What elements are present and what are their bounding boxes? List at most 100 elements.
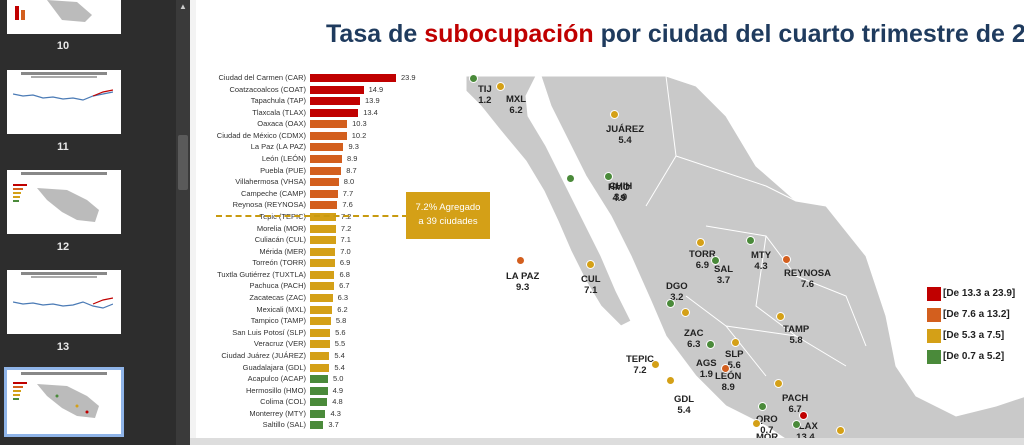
bar-category-label: Oaxaca (OAX): [257, 119, 306, 129]
city-label-zac: ZAC 6.3: [684, 328, 704, 350]
city-marker-dot: [604, 172, 613, 181]
city-marker-dot: [721, 364, 730, 373]
city-value: 6.7: [788, 404, 802, 415]
bar: [310, 409, 326, 418]
city-marker-dot: [731, 338, 740, 347]
city-value: 9.3: [516, 282, 530, 293]
aggregate-callout: 7.2% Agregado a 39 ciudades: [406, 192, 490, 239]
legend-swatch: [927, 287, 941, 301]
city-marker-dot: [836, 426, 845, 435]
aggregate-dashed-line: [216, 215, 408, 217]
city-code: TORR: [689, 249, 716, 260]
bar-category-label: Tlaxcala (TLAX): [252, 107, 306, 117]
slide-thumbnail-13[interactable]: [7, 270, 121, 334]
horizontal-scrollbar[interactable]: [190, 438, 1024, 445]
bar-category-label: Hermosillo (HMO): [246, 385, 306, 395]
bar: [310, 398, 328, 407]
aggregate-label-line2: a 39 ciudades: [418, 216, 478, 227]
bar-value-label: 6.2: [337, 304, 348, 314]
slide-canvas: Tasa de subocupación por ciudad del cuar…: [190, 0, 1024, 445]
legend-swatch: [927, 308, 941, 322]
scrollbar-thumb[interactable]: [178, 135, 188, 190]
bar: [310, 201, 338, 210]
bar-value-label: 5.8: [335, 316, 347, 326]
city-label-qro: QRO 0.7: [756, 414, 778, 436]
bar: [310, 351, 330, 360]
bar-value-label: 4.3: [330, 408, 341, 418]
bar: [310, 305, 333, 314]
city-label-mor: MOR7.2: [756, 432, 778, 440]
city-value: 7.2: [633, 365, 647, 376]
bar: [310, 363, 330, 372]
bar: [310, 375, 328, 384]
city-marker-dot: [666, 299, 675, 308]
city-marker-dot: [706, 340, 715, 349]
slide-thumbnail-10[interactable]: [7, 0, 121, 34]
title-part-1: Tasa de: [326, 20, 425, 48]
bar: [310, 143, 344, 152]
slide-number-13: 13: [56, 341, 70, 353]
thumbnail-map-graphic: [13, 184, 99, 222]
city-label-tlax: TLAX 13.4: [793, 421, 818, 440]
city-label-jurez: JUÁREZ 5.4: [606, 124, 644, 146]
thumbnail-line-chart: [13, 89, 113, 101]
slide-thumbnail-panel: 10 11 12 13: [0, 0, 176, 445]
legend-swatch: [927, 350, 941, 364]
scroll-up-arrow-icon[interactable]: ▲: [179, 2, 187, 11]
slide-thumbnail-12[interactable]: [7, 170, 121, 234]
bar: [310, 421, 324, 430]
city-code: PACH: [782, 393, 809, 404]
bar: [310, 236, 336, 245]
bar: [310, 259, 335, 268]
bar-category-label: León (LEÓN): [261, 154, 306, 164]
bar: [310, 386, 328, 395]
bar-category-label: Tampico (TAMP): [250, 316, 306, 326]
bar-value-label: 5.4: [334, 362, 345, 372]
thumbnail-title: [21, 372, 107, 375]
slide-thumbnail-11[interactable]: [7, 70, 121, 134]
aggregate-label-line1: 7.2% Agregado: [415, 202, 481, 213]
thumbnail-scrollbar[interactable]: ▲: [176, 0, 190, 445]
slide-thumbnail-14[interactable]: [4, 367, 124, 437]
city-label-len: LEÓN 8.9: [715, 371, 741, 393]
city-label-pach: PACH 6.7: [782, 393, 808, 415]
bar-category-label: Ciudad de México (CDMX): [216, 130, 306, 140]
city-code: DGO: [666, 281, 688, 292]
bar-category-label: Mexicali (MXL): [256, 304, 306, 314]
legend-swatch: [927, 329, 941, 343]
bar-category-label: Culiacán (CUL): [254, 235, 306, 245]
bar: [310, 120, 348, 129]
bar: [310, 155, 343, 164]
city-code: MXL: [506, 94, 527, 105]
title-highlight: subocupación: [424, 20, 594, 48]
bar-category-label: Morelia (MOR): [256, 223, 306, 233]
city-label-hmo: HMO 4.9: [608, 182, 630, 204]
city-code: TLAX: [793, 421, 818, 432]
bar-value-label: 10.2: [351, 130, 367, 140]
city-marker-dot: [774, 379, 783, 388]
bar-category-label: Coatzacoalcos (COAT): [229, 84, 306, 94]
city-label-tamp: TAMP 5.8: [783, 324, 809, 346]
city-marker-dot: [516, 256, 525, 265]
city-value: 13.4: [796, 432, 815, 440]
bar: [310, 178, 339, 187]
bar-value-label: 7.6: [342, 200, 353, 210]
city-marker-dot: [752, 419, 761, 428]
bar-value-label: 3.7: [328, 420, 339, 430]
city-label-reynosa: REYNOSA 7.6: [784, 268, 831, 290]
city-code: TIJ: [478, 84, 492, 95]
thumbnail-title: [21, 72, 107, 75]
city-value: 5.4: [618, 135, 632, 146]
city-marker-dot: [610, 110, 619, 119]
bar-value-label: 4.8: [332, 397, 343, 407]
bar-category-label: Torreón (TORR): [252, 258, 306, 268]
bar-value-label: 6.3: [337, 293, 349, 303]
city-value: 7.6: [800, 279, 815, 290]
bar-category-label: Monterrey (MTY): [249, 408, 306, 418]
mexico-map-shape: [466, 76, 1024, 440]
bar: [310, 282, 335, 291]
city-code: HMO: [608, 182, 631, 193]
bar-category-label: Mérida (MER): [259, 246, 306, 256]
bar-category-label: Tuxtla Gutiérrez (TUXTLA): [217, 269, 306, 279]
city-marker-dot: [496, 82, 505, 91]
